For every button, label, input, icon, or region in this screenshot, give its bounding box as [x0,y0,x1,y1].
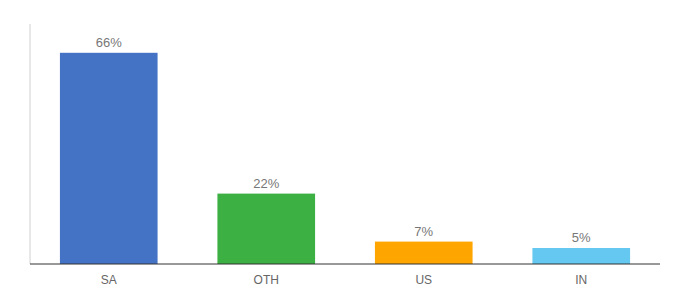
bar [60,53,158,264]
bar [217,194,315,264]
x-tick-label: IN [575,273,587,287]
x-tick-label: OTH [254,273,279,287]
data-label: 7% [414,224,433,239]
y-axis-line [30,24,31,264]
data-label: 66% [96,35,122,50]
bar [375,242,473,264]
x-tick-label: US [415,273,432,287]
x-axis-line [30,264,660,265]
x-tick-label: SA [101,273,117,287]
data-label: 5% [572,230,591,245]
bars [60,53,630,264]
data-label: 22% [253,176,279,191]
chart: 66% 22% 7% 5% SA OTH US IN [0,0,680,300]
bar [532,248,630,264]
chart-container: 66% 22% 7% 5% SA OTH US IN [0,0,680,300]
